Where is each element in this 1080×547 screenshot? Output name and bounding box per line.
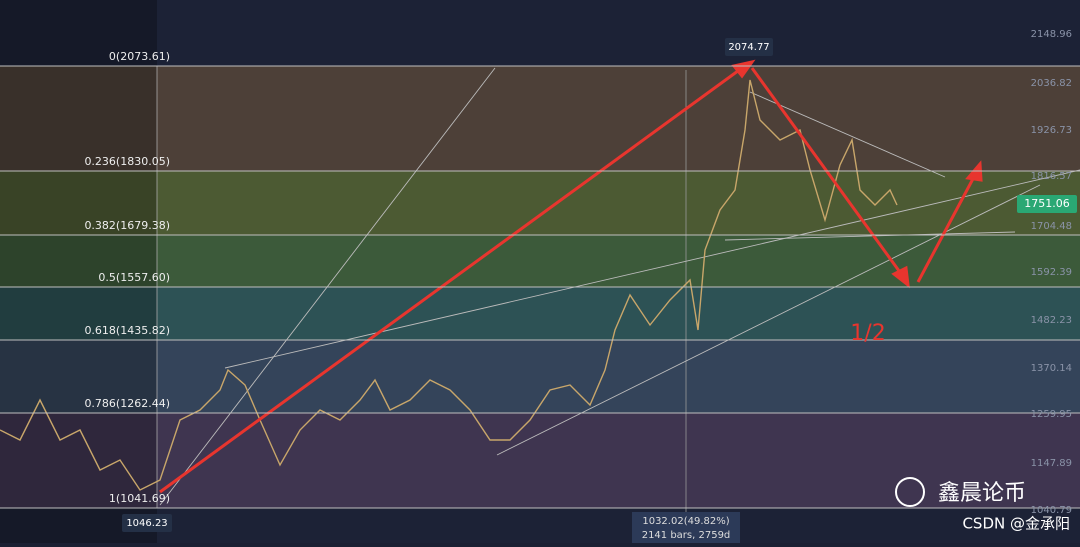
fib-levels: 0(2073.61) 0.236(1830.05) 0.382(1679.38) 0.… — [0, 50, 1080, 509]
price-tick-label: 1592.39 — [1031, 267, 1072, 278]
price-tick-label: 1704.48 — [1031, 221, 1072, 232]
price-tick-label: 1482.23 — [1031, 315, 1072, 326]
fib-label: 0.618(1435.82) — [84, 324, 170, 337]
price-tick-label: 1147.89 — [1031, 458, 1072, 469]
low-tag — [122, 514, 172, 532]
wechat-icon — [895, 477, 925, 507]
price-tick-label: 1040.79 — [1031, 505, 1072, 516]
band — [0, 66, 1080, 171]
fib-label: 0.382(1679.38) — [84, 219, 170, 232]
band — [0, 340, 1080, 413]
low-label: 1046.23 — [126, 518, 167, 529]
fib-label: 0.236(1830.05) — [84, 155, 170, 168]
band — [0, 171, 1080, 235]
measure-tag — [632, 512, 740, 543]
fib-label: 0(2073.61) — [109, 50, 170, 63]
band — [0, 413, 1080, 508]
measure-span: 2141 bars, 2759d — [642, 530, 731, 541]
price-tick-label: 1259.95 — [1031, 409, 1072, 420]
watermark-source: CSDN @金承阳 — [962, 515, 1070, 533]
fib-label: 1(1041.69) — [109, 492, 170, 505]
annotation: 1/2 — [850, 321, 885, 346]
watermark-account: 鑫晨论币 — [938, 481, 1026, 506]
price-tick-label: 1816.57 — [1031, 171, 1072, 182]
price-tick-label: 2036.82 — [1031, 78, 1072, 89]
price-tick-label: 2148.96 — [1031, 29, 1072, 40]
fib-label: 0.5(1557.60) — [98, 271, 170, 284]
current-price-tag — [1017, 195, 1077, 213]
current-price: 1751.06 — [1024, 197, 1070, 210]
measure-change: 1032.02(49.82%) — [642, 516, 729, 527]
high-tag — [725, 38, 773, 56]
fib-label: 0.786(1262.44) — [84, 397, 170, 410]
price-axis: 2148.96 2036.82 1926.73 1816.57 1704.48 1592.… — [1031, 29, 1072, 516]
shade — [0, 0, 157, 543]
price-tick-label: 1926.73 — [1031, 125, 1072, 136]
price-tick-label: 1370.14 — [1031, 363, 1072, 374]
high-label: 2074.77 — [728, 42, 769, 53]
price-series — [0, 79, 898, 491]
band — [0, 287, 1080, 340]
